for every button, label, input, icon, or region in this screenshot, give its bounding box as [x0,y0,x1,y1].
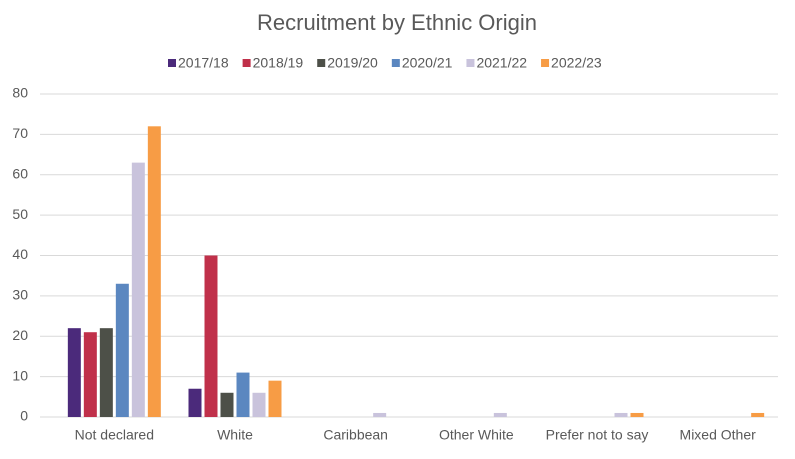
y-tick-label: 30 [12,287,28,303]
y-tick-label: 50 [12,206,28,222]
legend-label: 2021/22 [476,55,527,71]
legend-label: 2020/21 [402,55,453,71]
bar [236,372,250,417]
legend: 2017/18 2018/19 2019/20 2020/21 2021/22 2022/… [168,55,602,71]
bar [147,126,161,418]
chart-title: Recruitment by Ethnic Origin [257,10,537,35]
y-tick-label: 60 [12,165,28,181]
bar [204,255,218,417]
legend-label: 2018/19 [253,55,304,71]
y-tick-label: 40 [12,246,28,262]
bar [115,283,129,417]
legend-swatch [466,59,475,67]
legend-swatch [242,59,251,67]
y-tick-label: 0 [20,408,28,424]
y-tick-label: 20 [12,327,28,343]
bar [373,412,387,417]
bar [493,412,507,417]
y-tick-label: 70 [12,125,28,141]
legend-label: 2017/18 [178,55,229,71]
y-tick-label: 10 [12,367,28,383]
y-tick-label: 80 [12,85,28,101]
bar [131,162,145,417]
bar [252,392,266,417]
bar [268,380,282,417]
x-tick-label: Other White [439,427,514,443]
bar [751,412,765,417]
x-tick-label: Caribbean [323,427,388,443]
legend-swatch [391,59,400,67]
x-tick-label: Not declared [75,427,154,443]
bar [614,412,628,417]
x-tick-label: Prefer not to say [546,427,649,443]
legend-label: 2022/23 [551,55,602,71]
x-tick-label: White [217,427,253,443]
bar [188,388,202,417]
bar [630,412,644,417]
legend-label: 2019/20 [327,55,378,71]
legend-swatch [168,59,176,67]
legend-swatch [541,59,550,67]
legend-swatch [317,59,326,67]
bar [67,328,81,417]
bar [99,328,113,417]
bar [83,332,97,417]
x-tick-label: Mixed Other [680,427,757,443]
bar [220,392,234,417]
